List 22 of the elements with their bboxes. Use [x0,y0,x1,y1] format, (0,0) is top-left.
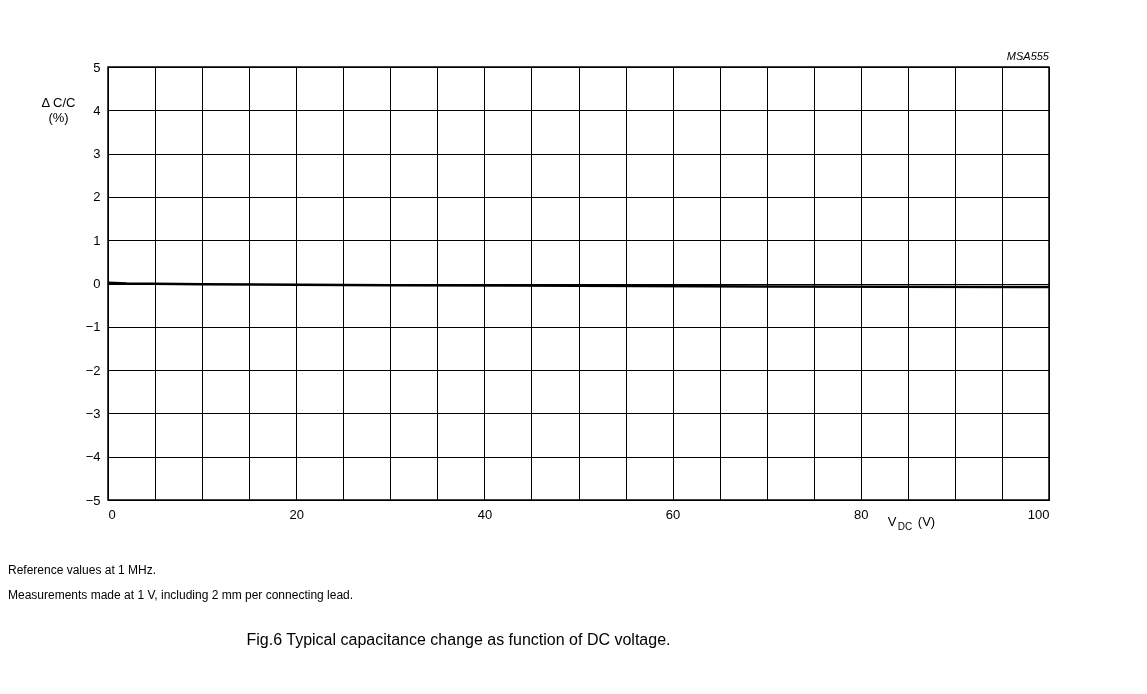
text: MSA555 [1006,50,1050,62]
y-tick-label: −2 [85,362,101,378]
y-tick-label: 5 [93,59,101,75]
x-tick-label: 0 [108,506,116,522]
y-tick-label: −4 [85,449,101,465]
y-tick-label: −1 [85,319,101,335]
x-tick-label: 100 [1027,506,1050,522]
y-tick-label: 1 [93,232,101,248]
x-tick-label: 40 [477,506,493,522]
y-tick-label: 3 [93,146,101,162]
x-tick-label: 20 [289,506,304,522]
x-tick-label: 60 [665,506,681,522]
text: Reference values at 1 MHz. [8,563,157,577]
text: Fig.6 Typical capacitance change as function of DC voltage. [246,631,671,648]
y-tick-label: 2 [93,189,101,205]
x-tick-label: 80 [854,506,869,522]
text: Measurements made at 1 V, including 2 mm per connecting lead. [8,588,354,602]
y-axis-title: Δ C/C (%) [41,94,76,125]
y-tick-label: −3 [85,405,101,421]
y-tick-label: 4 [93,102,101,118]
y-tick-label: −5 [85,492,101,508]
y-tick-label: 0 [93,276,101,291]
